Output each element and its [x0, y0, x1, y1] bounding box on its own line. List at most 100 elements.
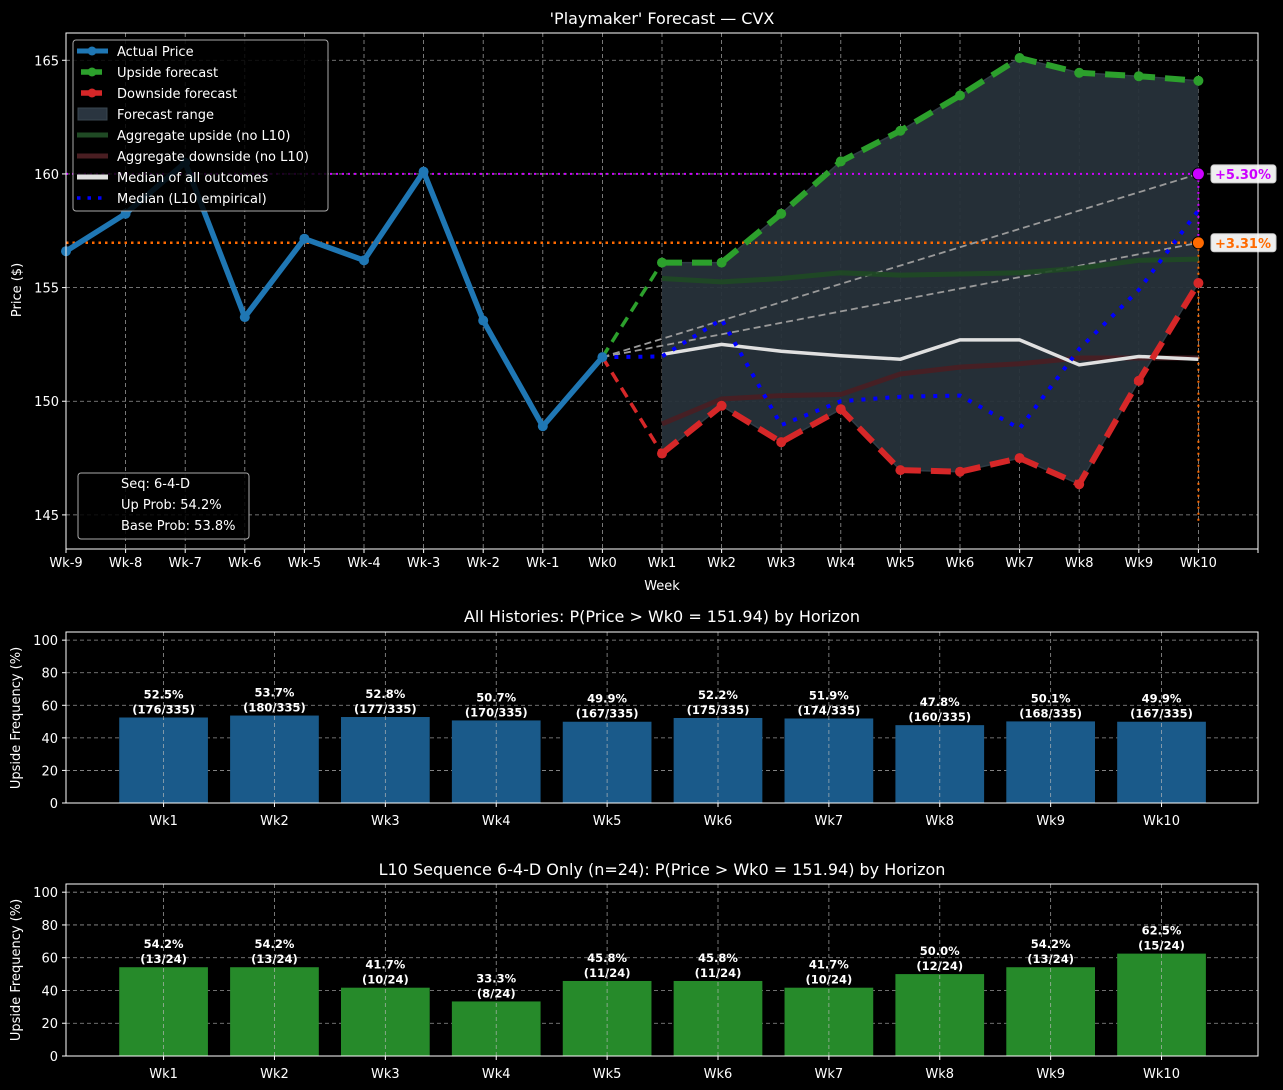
legend-label: Aggregate downside (no L10): [117, 150, 309, 165]
x-tick-label: Wk8: [925, 814, 954, 829]
y-tick-label: 40: [41, 984, 58, 999]
bar-value-label: 50.7%: [476, 690, 516, 704]
x-tick-label: Wk5: [886, 556, 915, 571]
bar-value-label: 45.8%: [587, 951, 627, 965]
bar-count-label: (180/335): [243, 701, 306, 715]
y-tick-label: 160: [34, 168, 59, 183]
upside-forecast-point: [1014, 53, 1025, 64]
bar-axes-frame: [65, 883, 1259, 1057]
aggregate-downside-line: [661, 355, 1199, 427]
y-tick-label: 80: [41, 919, 58, 934]
x-tick-label: Wk1: [149, 1067, 178, 1082]
forecast-y-axis-label: Price ($): [10, 263, 25, 317]
bar-count-label: (13/24): [1027, 952, 1074, 966]
bar-count-label: (167/335): [576, 707, 639, 721]
upside-forecast-point: [955, 90, 965, 101]
x-tick-label: Wk8: [1065, 556, 1094, 571]
y-tick-label: 0: [50, 1050, 58, 1065]
upside-forecast-point: [1133, 71, 1144, 82]
x-tick-label: Wk6: [704, 1067, 733, 1082]
y-tick-label: 100: [33, 886, 58, 901]
bar-value-label: 45.8%: [698, 951, 738, 965]
y-tick-label: 60: [41, 952, 58, 967]
legend-label: Median (L10 empirical): [117, 192, 267, 207]
x-tick-label: Wk7: [815, 1067, 844, 1082]
y-tick-label: 150: [34, 395, 59, 410]
annotation-label: +3.31%: [1215, 237, 1271, 252]
info-box-frame: [77, 472, 250, 540]
bar-value-label: 50.1%: [1031, 691, 1071, 705]
x-tick-label: Wk9: [1124, 556, 1153, 571]
downside-forecast-point: [1133, 375, 1144, 386]
bar-value-label: 54.2%: [1031, 937, 1071, 951]
x-tick-label: Wk-9: [49, 556, 82, 571]
actual-price-point: [359, 255, 369, 266]
legend-label: Downside forecast: [117, 87, 237, 102]
bar-count-label: (10/24): [362, 973, 409, 987]
bar-count-label: (13/24): [140, 952, 187, 966]
info-up-prob: Up Prob: 54.2%: [121, 498, 222, 513]
legend-label: Actual Price: [117, 45, 194, 60]
x-tick-label: Wk1: [149, 814, 178, 829]
bar-count-label: (10/24): [806, 973, 853, 987]
upside-forecast-point: [835, 156, 846, 167]
y-tick-label: 165: [34, 54, 59, 69]
upside-connector: [600, 261, 664, 359]
legend-label: Aggregate upside (no L10): [117, 129, 290, 144]
bar-value-label: 50.0%: [920, 944, 960, 958]
bar-count-label: (167/335): [1130, 707, 1193, 721]
x-tick-label: Wk0: [588, 556, 617, 571]
legend-label: Median of all outcomes: [117, 171, 268, 186]
x-tick-label: Wk6: [946, 556, 975, 571]
y-tick-label: 60: [41, 699, 58, 714]
x-tick-label: Wk4: [826, 556, 855, 571]
upside-forecast-line: [662, 54, 1199, 266]
bar-count-label: (8/24): [477, 986, 516, 1000]
bar-value-label: 62.5%: [1142, 924, 1182, 938]
bar-count-label: (176/335): [132, 703, 195, 717]
actual-price-point: [299, 233, 310, 244]
aggregate-upside-line: [661, 256, 1199, 285]
bar-count-label: (12/24): [916, 959, 963, 973]
bar-value-label: 41.7%: [365, 958, 405, 972]
x-tick-label: Wk9: [1036, 1067, 1065, 1082]
x-tick-label: Wk7: [815, 814, 844, 829]
bar-value-label: 41.7%: [809, 958, 849, 972]
y-tick-label: 20: [41, 764, 58, 779]
bar-value-label: 51.9%: [809, 688, 849, 702]
bar-count-label: (175/335): [687, 703, 750, 717]
actual-price-point: [239, 312, 250, 323]
x-tick-label: Wk-3: [407, 556, 440, 571]
y-tick-label: 40: [41, 732, 58, 747]
bar-wk8: [895, 974, 985, 1056]
actual-price-point: [478, 315, 489, 326]
bar-value-label: 33.3%: [476, 971, 516, 985]
target-low-marker: [1191, 236, 1205, 250]
downside-forecast-point: [835, 404, 846, 415]
bar-count-label: (168/335): [1019, 706, 1082, 720]
downside-forecast-line: [660, 281, 1201, 489]
info-base-prob: Base Prob: 53.8%: [121, 519, 235, 534]
bar-axes-frame: [65, 631, 1259, 804]
legend-label: Upside forecast: [117, 66, 218, 81]
info-sequence: Seq: 6-4-D: [121, 477, 190, 492]
median-l10-line: [602, 209, 1201, 432]
downside-forecast-point: [716, 400, 727, 411]
bar-value-label: 47.8%: [920, 695, 960, 709]
downside-forecast-point: [955, 466, 965, 477]
forecast-chart-title: 'Playmaker' Forecast — CVX: [550, 9, 775, 28]
upside-forecast-point: [1193, 75, 1204, 86]
all-histories-title: All Histories: P(Price > Wk0 = 151.94) b…: [464, 607, 860, 626]
bar-value-label: 54.2%: [255, 937, 295, 951]
sequence-info-box: Seq: 6-4-D Up Prob: 54.2% Base Prob: 53.…: [77, 472, 250, 540]
y-tick-label: 100: [33, 634, 58, 649]
bar-value-label: 49.9%: [587, 692, 627, 706]
x-tick-label: Wk10: [1143, 814, 1180, 829]
annotation-box: [1210, 164, 1277, 184]
l10-sequence-title: L10 Sequence 6-4-D Only (n=24): P(Price …: [379, 860, 946, 879]
upside-forecast-point: [895, 125, 906, 136]
forecast-range-area: [662, 58, 1199, 485]
x-tick-label: Wk8: [925, 1067, 954, 1082]
x-tick-label: Wk10: [1143, 1067, 1180, 1082]
